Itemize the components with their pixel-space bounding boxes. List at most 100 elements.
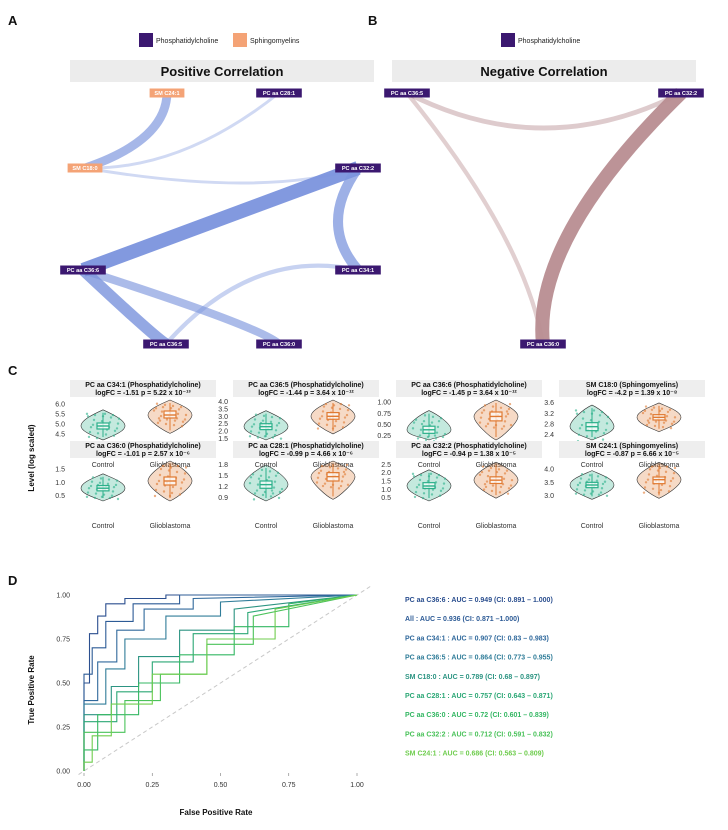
violin-group-label-gbm: Glioblastoma <box>476 523 517 530</box>
violin-point-gbm <box>317 422 321 425</box>
violin-point-control <box>582 493 586 496</box>
net-b-edge-pc365-pc322 <box>405 90 683 131</box>
net-b-node-label-pc365: PC aa C36:5 <box>391 91 423 97</box>
violin-point-gbm <box>334 419 338 423</box>
violin-point-gbm <box>480 411 484 414</box>
violin-point-gbm <box>662 421 666 424</box>
violin-point-control <box>117 417 121 420</box>
violin-point-control <box>252 498 256 501</box>
violin-point-control <box>86 491 90 494</box>
violin-point-control <box>271 436 275 439</box>
violin-point-gbm <box>345 413 349 417</box>
net-a-node-label-pc281: PC aa C28:1 <box>263 91 295 97</box>
violin-point-gbm <box>158 473 162 477</box>
violin-point-control <box>269 495 273 498</box>
violin-strip <box>396 441 542 458</box>
violin-point-control <box>575 412 579 415</box>
violin-stat: logFC = -1.44 p = 3.64 x 10⁻¹² <box>258 390 354 397</box>
violin-point-gbm <box>647 473 651 476</box>
violin-tick: 3.2 <box>544 411 554 418</box>
violin-point-gbm <box>343 473 347 476</box>
legend-swatch-pc-b <box>501 33 515 47</box>
violin-point-gbm <box>157 479 161 483</box>
violin-point-control <box>421 496 425 500</box>
violin-point-gbm <box>670 422 674 426</box>
net-a-node-pc281 <box>256 88 302 98</box>
violin-point-control <box>113 429 117 433</box>
violin-point-gbm <box>646 419 650 422</box>
net-b-edge-pc322-pc360 <box>535 87 686 345</box>
roc-x-tick: 1.00 <box>350 782 364 789</box>
violin-tick: 1.0 <box>381 487 391 494</box>
violin-point-control <box>422 419 426 423</box>
violin-point-control <box>411 427 415 430</box>
violin-point-gbm <box>503 472 507 475</box>
violin-point-control <box>256 436 260 439</box>
violin-point-gbm <box>340 480 344 483</box>
violin-point-control <box>595 479 599 482</box>
roc-legend-item-4: SM C18:0 : AUC = 0.789 (CI: 0.68 – 0.897… <box>405 674 540 681</box>
violin-strip <box>233 441 379 458</box>
net-b-edge-pc365-pc360 <box>405 91 546 345</box>
violin-title: SM C24:1 (Sphingomyelins) <box>586 443 678 450</box>
roc-line-2 <box>83 594 358 771</box>
roc-y-tick: 0.25 <box>56 725 70 732</box>
violin-point-control <box>261 419 265 422</box>
violin-tick: 4.0 <box>218 399 228 406</box>
violin-group-label-control: Control <box>255 523 278 530</box>
violin-point-gbm <box>650 408 654 411</box>
violin-tick: 1.0 <box>55 480 65 487</box>
violin-point-control <box>424 438 428 442</box>
violin-point-gbm <box>183 418 187 421</box>
net-a-node-pc322 <box>335 163 381 173</box>
violin-point-control <box>262 414 266 418</box>
violin-point-control <box>606 415 610 419</box>
roc-legend-item-2: PC aa C34:1 : AUC = 0.907 (CI: 0.83 – 0.… <box>405 635 549 642</box>
violin-tick: 0.5 <box>55 493 65 500</box>
panel-label-c: C <box>8 363 18 378</box>
violin-title: PC aa C34:1 (Phosphatidylcholine) <box>85 382 201 389</box>
violin-point-gbm <box>342 421 346 424</box>
violin-point-control <box>271 492 275 495</box>
violin-tick: 1.00 <box>377 400 391 407</box>
legend-label-sm: Sphingomyelins <box>250 38 300 45</box>
violin-point-gbm <box>653 424 657 428</box>
violin-point-control <box>116 422 120 425</box>
violin-point-gbm <box>643 486 647 489</box>
violin-point-control <box>580 473 584 476</box>
violin-point-gbm <box>152 409 156 412</box>
roc-legend: PC aa C36:6 : AUC = 0.949 (CI: 0.891 – 1… <box>405 597 553 758</box>
violin-point-gbm <box>661 425 665 429</box>
violin-point-gbm <box>646 478 650 481</box>
violin-point-control <box>249 430 253 433</box>
violin-point-control <box>252 423 256 426</box>
violin-strip <box>559 441 705 458</box>
network-a-title: Positive Correlation <box>161 64 284 79</box>
violin-point-gbm <box>171 485 175 489</box>
network-b-legend: Phosphatidylcholine <box>501 33 580 47</box>
net-a-node-label-pc341: PC aa C34:1 <box>342 268 374 274</box>
violin-point-gbm <box>478 473 482 476</box>
violin-point-control <box>587 478 591 481</box>
violin-point-gbm <box>158 419 162 422</box>
violin-point-control <box>435 431 439 434</box>
violin-point-control <box>437 473 441 477</box>
violin-point-gbm <box>507 407 511 411</box>
violin-point-control <box>273 480 277 483</box>
violin-point-gbm <box>345 463 349 467</box>
violin-stat: logFC = -0.87 p = 6.66 x 10⁻⁵ <box>585 451 679 458</box>
network-a-legend: Phosphatidylcholine Sphingomyelins <box>139 33 300 47</box>
violin-point-control <box>274 429 278 432</box>
violin-point-gbm <box>643 409 647 413</box>
violin-point-gbm <box>319 469 323 472</box>
violin-point-gbm <box>316 476 320 480</box>
violin-point-control <box>429 472 433 476</box>
net-b-node-pc365 <box>384 88 430 98</box>
violin-group-label-control: Control <box>92 523 115 530</box>
violin-point-control <box>112 485 116 489</box>
violin-point-control <box>248 435 252 438</box>
violin-point-gbm <box>343 416 347 419</box>
violin-point-gbm <box>659 488 663 492</box>
violin-point-gbm <box>482 488 486 491</box>
violin-point-gbm <box>508 402 512 406</box>
